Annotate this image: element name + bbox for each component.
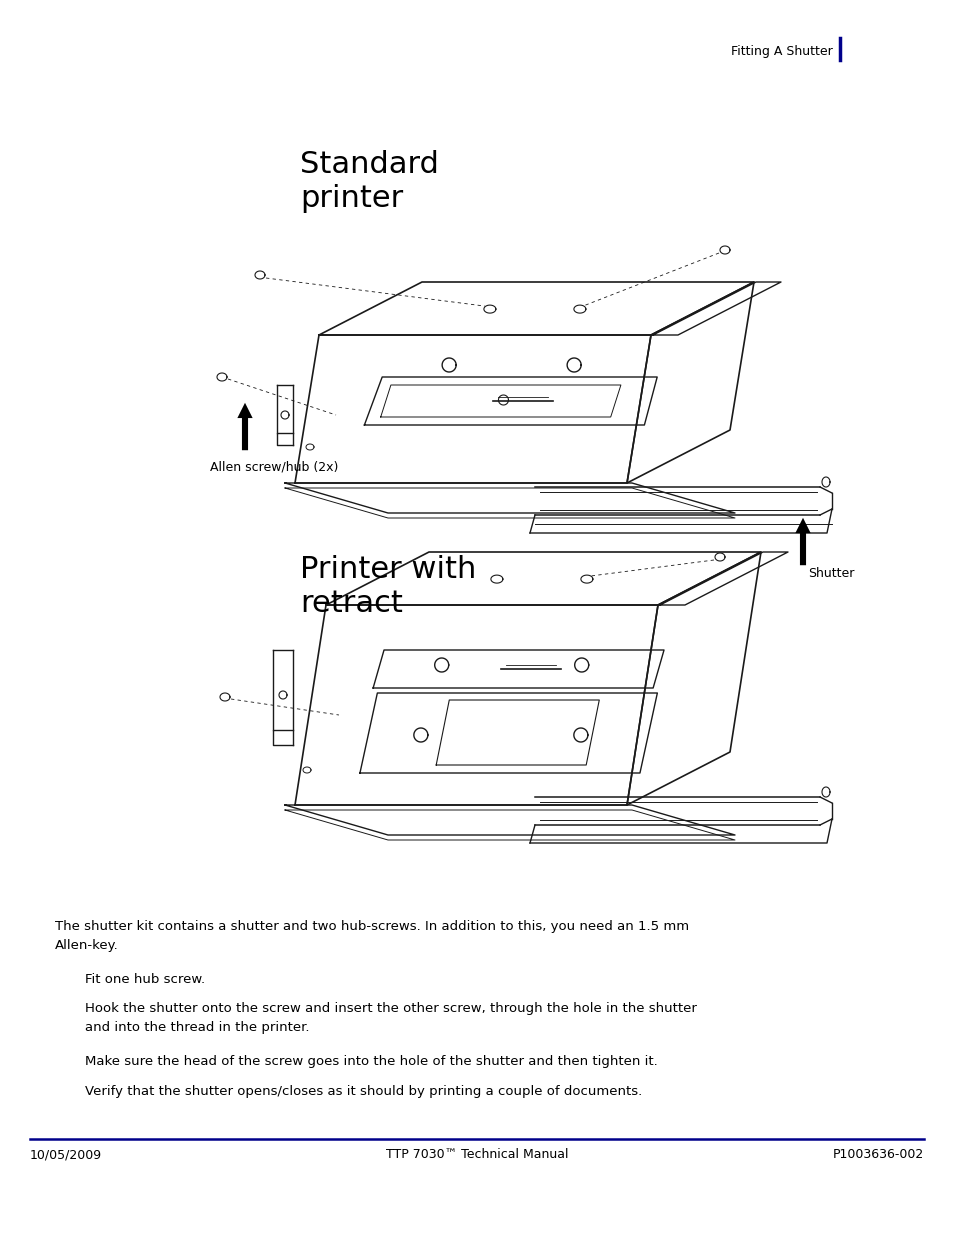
Text: P1003636-002: P1003636-002 xyxy=(832,1149,923,1161)
Text: Allen screw/hub (2x): Allen screw/hub (2x) xyxy=(210,459,338,473)
Text: TTP 7030™ Technical Manual: TTP 7030™ Technical Manual xyxy=(385,1149,568,1161)
Text: Fitting A Shutter: Fitting A Shutter xyxy=(731,44,832,58)
Text: Printer with
retract: Printer with retract xyxy=(299,555,476,618)
Text: Hook the shutter onto the screw and insert the other screw, through the hole in : Hook the shutter onto the screw and inse… xyxy=(85,1002,696,1034)
Text: The shutter kit contains a shutter and two hub-screws. In addition to this, you : The shutter kit contains a shutter and t… xyxy=(55,920,688,952)
Text: 10/05/2009: 10/05/2009 xyxy=(30,1149,102,1161)
Text: Standard
printer: Standard printer xyxy=(299,149,438,212)
Text: Make sure the head of the screw goes into the hole of the shutter and then tight: Make sure the head of the screw goes int… xyxy=(85,1055,657,1068)
Text: Shutter: Shutter xyxy=(807,567,854,580)
Text: Verify that the shutter opens/closes as it should by printing a couple of docume: Verify that the shutter opens/closes as … xyxy=(85,1086,641,1098)
Text: Fit one hub screw.: Fit one hub screw. xyxy=(85,973,205,986)
